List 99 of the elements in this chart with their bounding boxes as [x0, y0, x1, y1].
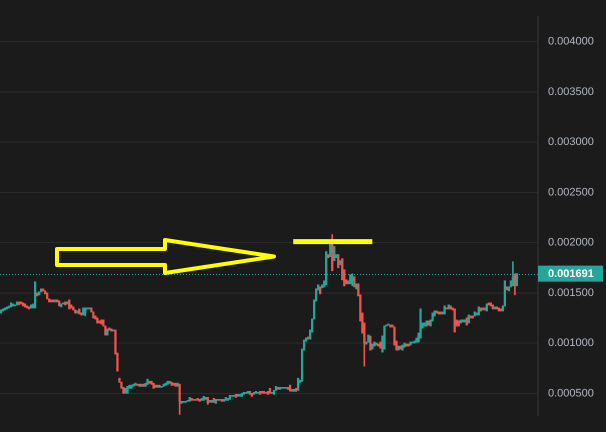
candlestick: [423, 322, 426, 326]
candlestick: [64, 302, 66, 306]
candlestick: [425, 320, 428, 326]
candlestick: [0, 310, 2, 314]
candlestick: [403, 342, 406, 348]
y-tick-label: 0.002000: [548, 236, 594, 249]
candlestick: [6, 306, 8, 310]
candlestick: [80, 312, 82, 316]
candlestick: [146, 378, 149, 385]
candlestick: [482, 308, 484, 310]
candlestick: [339, 260, 342, 266]
candlestick: [472, 316, 474, 318]
candlestick: [132, 384, 135, 387]
candlestick: [52, 300, 54, 302]
candlestick: [20, 302, 22, 304]
candlestick: [462, 320, 464, 322]
candlestick: [409, 342, 412, 346]
candlestick: [50, 300, 52, 302]
y-tick-label: 0.003500: [548, 86, 594, 98]
candlestick: [367, 334, 370, 342]
candlestick: [470, 316, 472, 318]
candlestick: [66, 302, 68, 304]
candlestick: [142, 384, 145, 387]
candlestick: [208, 400, 211, 403]
candlestick: [134, 382, 137, 386]
candlestick: [60, 304, 62, 308]
y-tick-label: 0.002500: [548, 186, 594, 198]
candlestick: [94, 316, 96, 320]
ref-line-label: 0.001691: [548, 268, 594, 280]
candlestick: [464, 320, 466, 322]
candlestick: [108, 328, 111, 330]
candlestick: [4, 308, 6, 310]
candlestick: [246, 390, 250, 394]
candlestick: [379, 342, 382, 348]
candlestick: [369, 336, 372, 350]
candlestick: [198, 399, 201, 402]
candlestick: [480, 308, 482, 312]
candlestick: [130, 384, 133, 389]
candlestick: [12, 304, 14, 306]
candlestick: [419, 308, 422, 338]
candlestick: [468, 314, 470, 324]
candlestick: [500, 308, 502, 312]
candlestick: [54, 300, 56, 302]
candlestick: [373, 342, 376, 346]
candlestick: [371, 344, 374, 350]
candlestick: [250, 392, 254, 397]
candlestick: [16, 302, 18, 306]
candlestick: [110, 328, 113, 332]
candlestick: [190, 398, 193, 401]
y-tick-label: 0.004000: [548, 36, 594, 48]
candlestick: [74, 310, 76, 314]
candlestick: [2, 308, 4, 312]
candlestick: [76, 310, 78, 314]
candlestick: [274, 386, 278, 391]
candlestick: [399, 346, 402, 350]
candlestick: [140, 384, 143, 387]
candlestick: [100, 320, 103, 324]
candlestick: [92, 312, 94, 318]
candlestick: [144, 382, 147, 387]
candlestick: [68, 300, 70, 310]
candlestick: [138, 384, 141, 387]
candlestick: [405, 344, 408, 346]
candlestick: [276, 386, 280, 390]
candlestick: [58, 300, 60, 306]
candlestick: [488, 302, 490, 306]
candlestick: [438, 312, 440, 314]
candlestick: [427, 320, 430, 326]
candlestick: [154, 384, 157, 388]
y-tick-label: 0.003000: [548, 136, 594, 148]
candlestick: [307, 336, 310, 340]
candlestick: [56, 300, 58, 302]
candlestick: [397, 346, 400, 350]
candlestick: [377, 344, 380, 346]
candlestick: [389, 324, 392, 328]
candlestick: [375, 342, 378, 346]
candlestick: [150, 380, 153, 385]
candlestick: [148, 380, 151, 384]
candlestick: [435, 310, 438, 314]
candlestick: [484, 308, 486, 310]
y-tick-label: 0.001000: [548, 337, 594, 350]
candlestick: [460, 320, 462, 324]
candlestick: [200, 398, 203, 401]
candlestick: [440, 312, 442, 314]
candlestick: [466, 318, 468, 326]
candlestick: [196, 398, 199, 401]
candlestick: [413, 340, 416, 344]
candlestick: [98, 320, 100, 324]
y-tick-label: 0.000500: [548, 387, 594, 400]
y-tick-label: 0.001500: [548, 286, 594, 299]
candlestick: [210, 400, 213, 403]
candlestick: [106, 328, 109, 336]
candlestick: [407, 344, 410, 346]
candlestick: [152, 382, 155, 389]
candlestick: [401, 344, 404, 350]
candlestick: [96, 318, 98, 324]
candlestick: [498, 308, 500, 312]
candlestick: [10, 302, 12, 308]
candlestick: [78, 308, 80, 314]
candlestick: [212, 398, 215, 403]
